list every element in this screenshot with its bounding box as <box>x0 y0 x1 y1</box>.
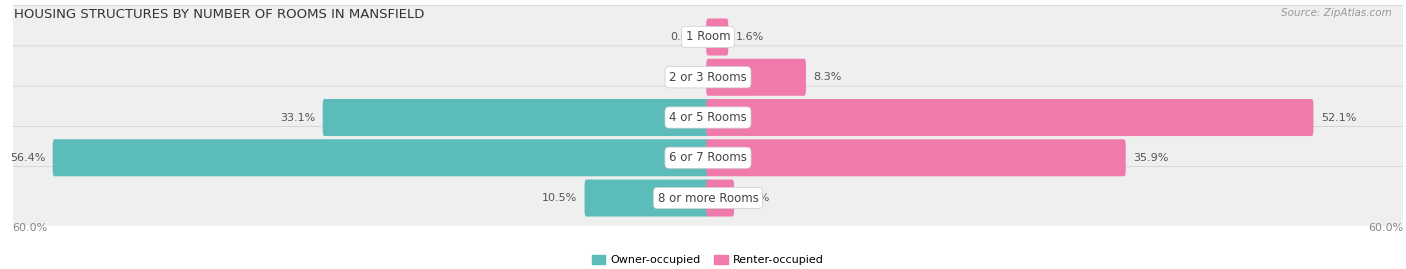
FancyBboxPatch shape <box>52 139 710 176</box>
Text: 60.0%: 60.0% <box>13 223 48 233</box>
FancyBboxPatch shape <box>0 167 1406 229</box>
Text: 35.9%: 35.9% <box>1133 153 1168 163</box>
FancyBboxPatch shape <box>706 59 806 96</box>
FancyBboxPatch shape <box>0 46 1406 109</box>
Text: 2.1%: 2.1% <box>741 193 770 203</box>
FancyBboxPatch shape <box>585 179 710 217</box>
Text: 60.0%: 60.0% <box>1368 223 1403 233</box>
Text: 2 or 3 Rooms: 2 or 3 Rooms <box>669 71 747 84</box>
Text: 56.4%: 56.4% <box>10 153 45 163</box>
Text: 8.3%: 8.3% <box>814 72 842 82</box>
FancyBboxPatch shape <box>706 19 728 55</box>
Text: 6 or 7 Rooms: 6 or 7 Rooms <box>669 151 747 164</box>
Text: 0.0%: 0.0% <box>671 72 699 82</box>
Text: 10.5%: 10.5% <box>541 193 576 203</box>
Text: 8 or more Rooms: 8 or more Rooms <box>658 192 758 204</box>
Text: 1 Room: 1 Room <box>686 30 730 44</box>
Text: 52.1%: 52.1% <box>1322 112 1357 122</box>
Legend: Owner-occupied, Renter-occupied: Owner-occupied, Renter-occupied <box>588 250 828 269</box>
FancyBboxPatch shape <box>706 139 1126 176</box>
Text: Source: ZipAtlas.com: Source: ZipAtlas.com <box>1281 8 1392 18</box>
Text: 0.0%: 0.0% <box>671 32 699 42</box>
Text: HOUSING STRUCTURES BY NUMBER OF ROOMS IN MANSFIELD: HOUSING STRUCTURES BY NUMBER OF ROOMS IN… <box>14 8 425 21</box>
Text: 1.6%: 1.6% <box>735 32 763 42</box>
Text: 4 or 5 Rooms: 4 or 5 Rooms <box>669 111 747 124</box>
FancyBboxPatch shape <box>0 86 1406 149</box>
FancyBboxPatch shape <box>323 99 710 136</box>
FancyBboxPatch shape <box>0 6 1406 68</box>
FancyBboxPatch shape <box>706 99 1313 136</box>
FancyBboxPatch shape <box>0 126 1406 189</box>
FancyBboxPatch shape <box>706 179 734 217</box>
Text: 33.1%: 33.1% <box>280 112 315 122</box>
